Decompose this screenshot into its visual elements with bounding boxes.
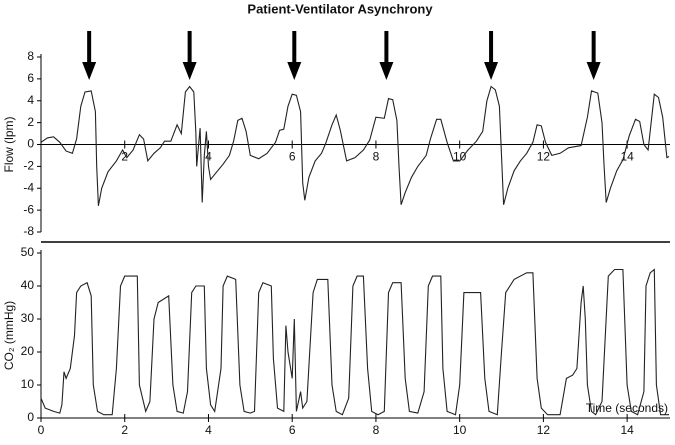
x-tick-label: 2: [121, 423, 128, 437]
y-tick-label: -2: [23, 159, 34, 173]
arrow-head: [182, 62, 197, 80]
trace-line: [40, 85, 670, 206]
x-tick-label: 6: [289, 150, 296, 164]
y-tick-label: 4: [27, 93, 34, 107]
y-tick-label: 30: [21, 311, 35, 325]
x-tick-label: 10: [453, 150, 467, 164]
arrow-head: [586, 62, 601, 80]
x-tick-label: 14: [620, 423, 634, 437]
x-tick-label: 2: [121, 150, 128, 164]
x-tick-label: 6: [289, 423, 296, 437]
y-tick-label: -8: [23, 224, 34, 238]
y-tick-label: 0: [27, 137, 34, 151]
y-tick-label: 40: [21, 278, 35, 292]
x-tick-label: 14: [620, 150, 634, 164]
x-tick-label: 4: [205, 150, 212, 164]
y-tick-label: 6: [27, 71, 34, 85]
y-tick-label: 50: [21, 245, 35, 259]
x-tick-label: 12: [537, 150, 551, 164]
x-axis-label: Time (seconds): [586, 401, 668, 415]
y-tick-label: -4: [23, 180, 34, 194]
arrow-head: [82, 62, 97, 80]
y-tick-label: -6: [23, 202, 34, 216]
x-tick-label: 8: [373, 150, 380, 164]
y-tick-label: 20: [21, 344, 35, 358]
arrow-head: [287, 62, 302, 80]
chart-title: Patient-Ventilator Asynchrony: [247, 1, 433, 16]
x-tick-label: 0: [38, 423, 45, 437]
y-tick-label: 0: [27, 410, 34, 424]
y-tick-label: 8: [27, 49, 34, 63]
y-axis-label: Flow (lpm): [2, 116, 16, 172]
y-tick-label: 2: [27, 115, 34, 129]
arrow-head: [379, 62, 394, 80]
trace-line: [40, 268, 669, 416]
arrow-head: [484, 62, 499, 80]
x-tick-label: 12: [537, 423, 551, 437]
y-tick-label: 10: [21, 377, 35, 391]
y-axis-label: CO₂ (mmHg): [2, 301, 16, 370]
x-tick-label: 8: [373, 423, 380, 437]
x-tick-label: 10: [453, 423, 467, 437]
x-tick-label: 4: [205, 423, 212, 437]
